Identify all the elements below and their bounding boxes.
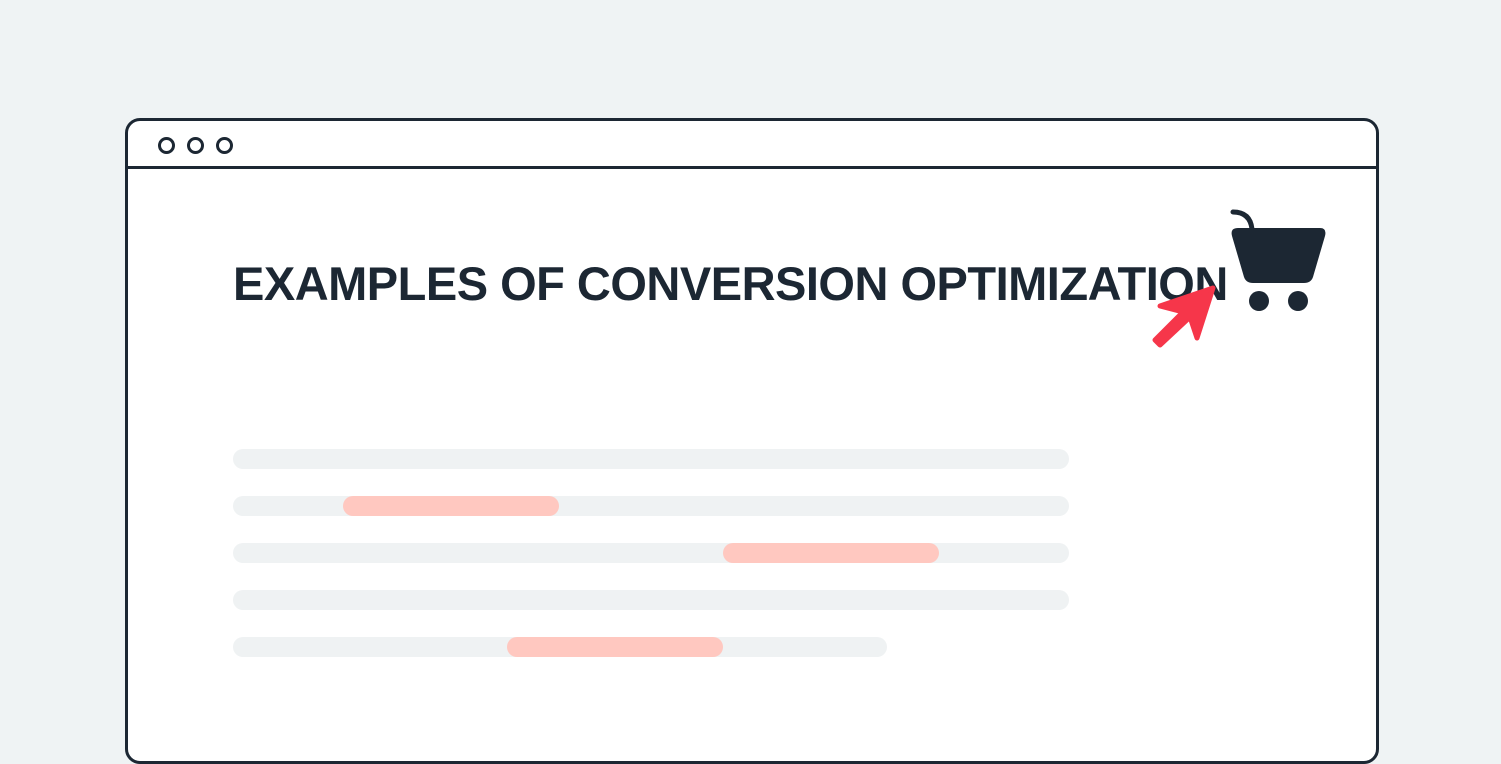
shopping-cart-icon[interactable] (1230, 209, 1326, 311)
highlighted-text (507, 637, 723, 657)
window-dot-icon[interactable] (158, 137, 175, 154)
illustration-layer (1152, 209, 1326, 348)
text-placeholder-line (233, 543, 1069, 563)
page-title: EXAMPLES OF CONVERSION OPTIMIZATION (233, 257, 1228, 310)
text-placeholder-line (233, 496, 1069, 516)
highlighted-text (343, 496, 559, 516)
highlighted-text (723, 543, 939, 563)
window-dot-icon[interactable] (187, 137, 204, 154)
window-dot-icon[interactable] (216, 137, 233, 154)
cursor-arrow-icon (1152, 285, 1216, 348)
text-placeholder-line (233, 590, 1069, 610)
window-titlebar (128, 121, 1376, 169)
text-placeholder-line (233, 449, 1069, 469)
text-placeholder-line (233, 637, 887, 657)
